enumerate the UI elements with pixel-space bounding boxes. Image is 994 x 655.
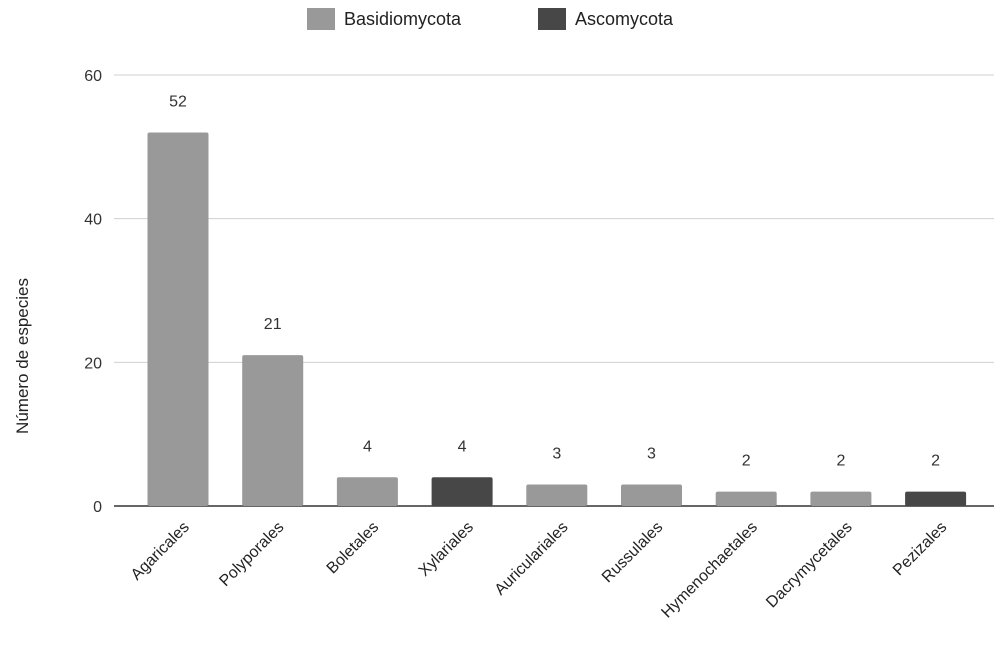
y-tick-label: 40 <box>84 212 102 229</box>
bar-auriculariales <box>526 484 588 506</box>
data-label-polyporales: 21 <box>264 316 282 333</box>
data-label-dacrymycetales: 2 <box>836 453 845 470</box>
data-label-boletales: 4 <box>363 438 372 455</box>
x-tick-label-boletales: Boletales <box>324 519 383 578</box>
y-tick-label: 20 <box>84 355 102 372</box>
x-tick-label-auriculariales: Auriculariales <box>492 519 572 599</box>
legend-label-basidiomycota: Basidiomycota <box>344 8 462 29</box>
bar-polyporales <box>242 355 304 506</box>
data-label-xylariales: 4 <box>458 438 467 455</box>
x-tick-label-polyporales: Polyporales <box>216 519 287 590</box>
x-axis-ticks: Agaricales Polyporales Boletales Xylariales… <box>128 519 950 622</box>
legend-item-basidiomycota: Basidiomycota <box>307 8 461 30</box>
bar-dacrymycetales <box>810 491 872 506</box>
x-tick-label-russulales: Russulales <box>599 519 666 586</box>
data-label-pezizales: 2 <box>931 453 940 470</box>
y-tick-label: 60 <box>84 68 102 85</box>
legend-label-ascomycota: Ascomycota <box>575 8 674 29</box>
bar-hymenochaetales <box>715 491 777 506</box>
legend-swatch-ascomycota <box>538 8 566 30</box>
legend-item-ascomycota: Ascomycota <box>538 8 673 30</box>
bars <box>147 132 967 506</box>
data-label-auriculariales: 3 <box>552 445 561 462</box>
bar-xylariales <box>431 477 493 506</box>
data-label-russulales: 3 <box>647 445 656 462</box>
x-tick-label-pezizales: Pezizales <box>890 519 950 579</box>
y-tick-label: 0 <box>93 499 102 516</box>
bar-russulales <box>621 484 682 506</box>
bar-boletales <box>336 477 398 506</box>
data-label-hymenochaetales: 2 <box>742 453 751 470</box>
x-tick-label-hymenochaetales: Hymenochaetales <box>658 519 761 622</box>
bar-agaricales <box>147 132 209 506</box>
chart-legend: Basidiomycota Ascomycota <box>0 8 994 34</box>
x-tick-label-dacrymycetales: Dacrymycetales <box>763 519 855 611</box>
y-axis-title: Número de especies <box>13 278 32 434</box>
bar-pezizales <box>905 491 967 506</box>
legend-swatch-basidiomycota <box>307 8 335 30</box>
x-tick-label-agaricales: Agaricales <box>128 519 193 584</box>
data-labels: 52 21 4 4 3 3 2 2 2 <box>169 93 940 469</box>
data-label-agaricales: 52 <box>169 93 187 110</box>
y-axis-ticks: 0 20 40 60 <box>84 68 102 516</box>
x-tick-label-xylariales: Xylariales <box>416 519 477 580</box>
